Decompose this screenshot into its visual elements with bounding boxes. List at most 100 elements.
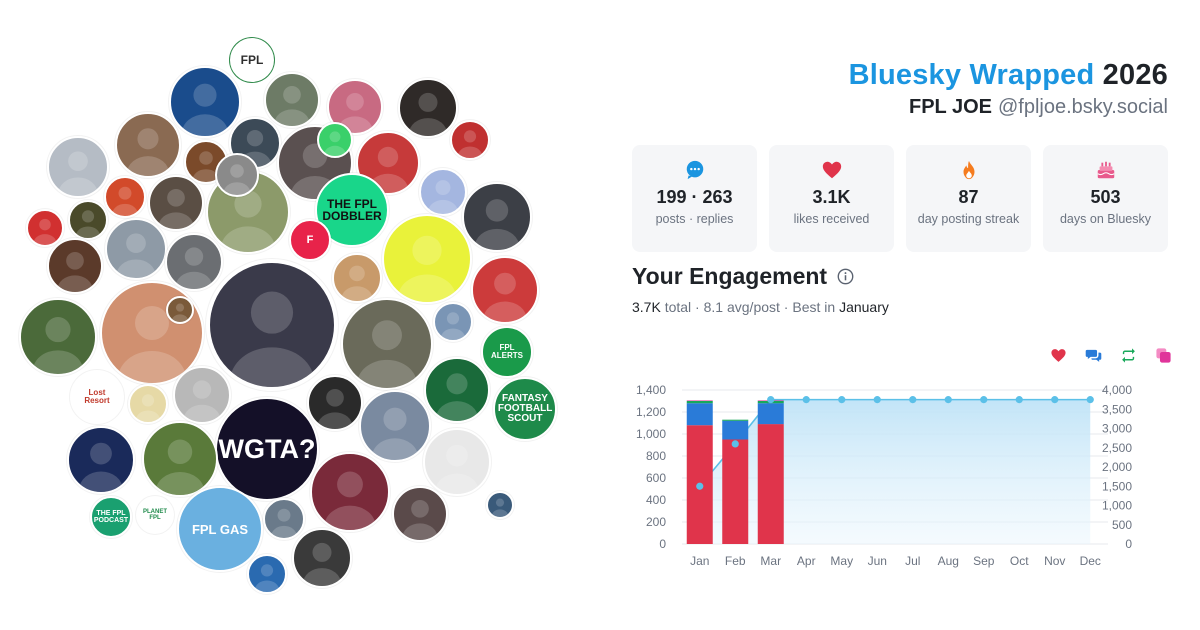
info-icon[interactable]	[837, 268, 854, 285]
y2-tick-label: 2,000	[1102, 460, 1132, 474]
cumulative-point	[1086, 396, 1094, 404]
avatar[interactable]: FPL ALERTS	[481, 326, 533, 378]
avatar-photo	[397, 235, 457, 302]
avatar-photo	[79, 442, 123, 492]
engagement-best-prefix: Best in	[792, 299, 836, 315]
avatar[interactable]	[462, 182, 532, 252]
y2-tick-label: 3,500	[1102, 402, 1132, 416]
avatar[interactable]	[263, 498, 305, 540]
avatar[interactable]	[310, 452, 390, 532]
avatar[interactable]	[166, 296, 194, 324]
avatar-photo	[302, 542, 342, 586]
avatar-text: PLANET FPL	[143, 509, 167, 521]
avatar[interactable]	[419, 168, 467, 216]
avatar[interactable]	[307, 375, 363, 431]
avatar[interactable]	[332, 253, 382, 303]
stat-card-streak: 87 day posting streak	[906, 145, 1031, 252]
avatar[interactable]	[264, 72, 320, 128]
stat-value: 503	[1090, 187, 1121, 207]
replies-icon[interactable]	[1085, 347, 1102, 364]
avatar[interactable]	[165, 233, 223, 291]
stat-card-likes: 3.1K likes received	[769, 145, 894, 252]
y2-tick-label: 1,000	[1102, 499, 1132, 513]
avatar[interactable]	[471, 256, 539, 324]
avatar[interactable]	[423, 428, 491, 496]
stat-label: days on Bluesky	[1059, 212, 1152, 226]
year-label: 2026	[1102, 59, 1168, 91]
user-identity: FPL JOE @fpljoe.bsky.social	[849, 94, 1168, 120]
heart-icon[interactable]	[1050, 347, 1067, 364]
stat-value: 3.1K	[812, 187, 851, 207]
avatar[interactable]	[317, 122, 353, 158]
avatar[interactable]	[104, 176, 146, 218]
avatar[interactable]	[486, 491, 514, 519]
avatar-photo	[254, 564, 280, 592]
avatar[interactable]	[341, 298, 433, 390]
engagement-chart: 0 200 400 600 800 1,000 1,200 1,400 0 500 1,000 1,5…	[636, 383, 1132, 568]
avatar[interactable]	[169, 66, 241, 138]
avatar[interactable]	[142, 421, 218, 497]
avatar-photo	[175, 247, 213, 289]
y-tick-label: 1,200	[636, 405, 666, 419]
avatar[interactable]	[398, 78, 458, 138]
avatar-text: F	[306, 233, 314, 246]
avatar[interactable]	[382, 214, 472, 304]
avatar[interactable]	[433, 302, 473, 342]
bar-segment	[722, 439, 749, 544]
user-handle: @fpljoe.bsky.social	[998, 96, 1168, 118]
avatar[interactable]	[292, 528, 352, 588]
avatar[interactable]	[215, 153, 259, 197]
avatar-text: Lost Resort	[84, 388, 110, 405]
avatar-photo	[428, 180, 458, 214]
y-tick-label: 0	[659, 537, 666, 551]
engagement-total-label: total	[664, 299, 692, 315]
avatar[interactable]	[128, 384, 168, 424]
flame-icon	[963, 160, 974, 180]
engagement-best-month: January	[839, 299, 889, 315]
avatar[interactable]	[247, 554, 287, 594]
quote-icon[interactable]	[1155, 347, 1172, 364]
avatar[interactable]	[424, 357, 490, 423]
avatar-photo	[271, 508, 297, 538]
cumulative-point	[1015, 396, 1023, 404]
x-tick-label: Apr	[797, 554, 816, 568]
avatar[interactable]: FPL	[230, 38, 274, 82]
avatar[interactable]	[206, 259, 338, 391]
avatar[interactable]: WGTA?	[215, 397, 319, 501]
repost-icon[interactable]	[1120, 347, 1137, 364]
avatar[interactable]: Lost Resort	[70, 370, 124, 424]
avatar[interactable]: PLANET FPL	[136, 496, 174, 534]
cumulative-area	[699, 399, 1091, 544]
avatar[interactable]: THE FPL PODCAST	[90, 496, 132, 538]
avatar[interactable]: FANTASY FOOTBALL SCOUT	[493, 377, 557, 441]
avatar[interactable]	[148, 175, 204, 231]
cumulative-point	[731, 440, 739, 448]
avatar[interactable]	[68, 200, 108, 240]
avatar-photo	[229, 291, 315, 387]
x-tick-label: Nov	[1044, 554, 1065, 568]
avatar[interactable]	[26, 209, 64, 247]
avatar[interactable]: F	[289, 219, 331, 261]
avatar[interactable]	[47, 136, 109, 198]
avatar-cloud: FPL THE FPL DOBBLER F FPL ALERTS Lost Resort…	[19, 38, 557, 594]
y-tick-label: 1,000	[636, 427, 666, 441]
avatar-photo	[435, 444, 479, 494]
bar-segment	[757, 424, 784, 544]
avatar-photo	[324, 131, 346, 156]
avatar[interactable]	[105, 218, 167, 280]
avatar[interactable]	[47, 238, 103, 294]
avatar[interactable]	[450, 120, 490, 160]
avatar[interactable]	[359, 390, 431, 462]
avatar-text: THE FPL PODCAST	[93, 510, 129, 524]
bar-segment	[757, 403, 784, 425]
avatar-photo	[408, 92, 448, 136]
avatar[interactable]	[67, 426, 135, 494]
avatar[interactable]	[392, 486, 448, 542]
avatar-photo	[317, 388, 353, 429]
avatar[interactable]	[19, 298, 97, 376]
avatar[interactable]	[115, 112, 181, 178]
avatar[interactable]: FPL GAS	[177, 486, 263, 572]
avatar[interactable]	[173, 366, 231, 424]
x-tick-label: Aug	[938, 554, 959, 568]
avatar[interactable]	[100, 281, 204, 385]
